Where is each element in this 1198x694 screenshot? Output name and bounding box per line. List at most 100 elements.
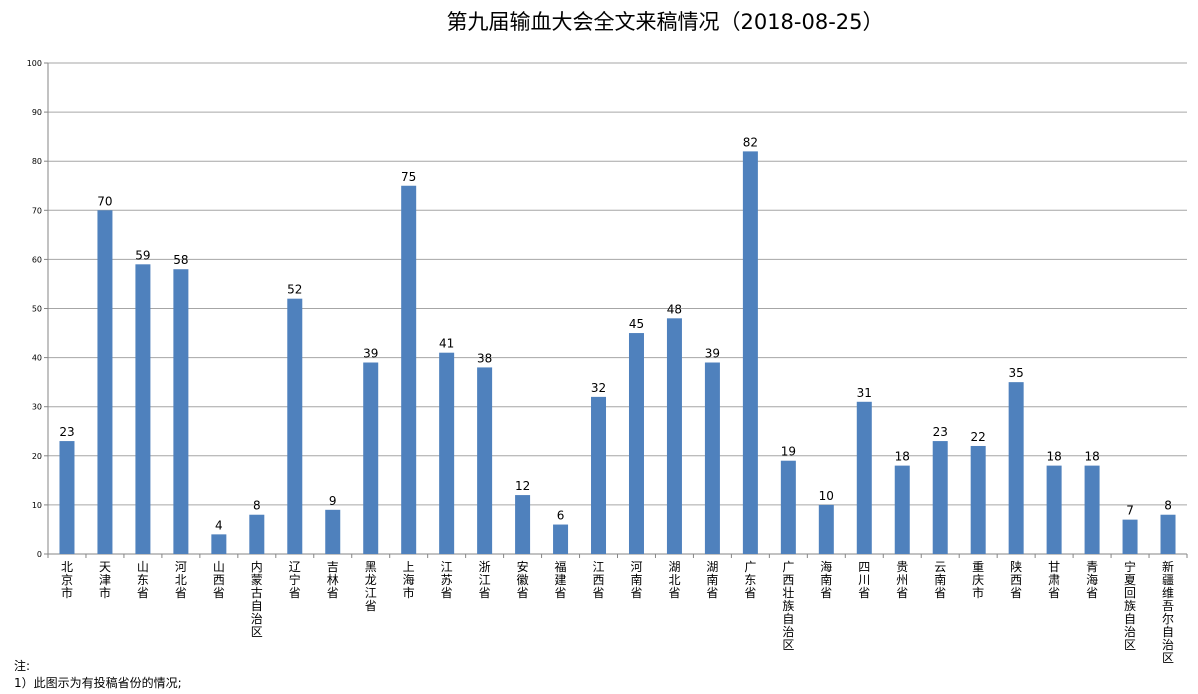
footnotes: 注: 1）此图示为有投稿省份的情况; — [14, 658, 182, 692]
data-label: 59 — [135, 248, 150, 262]
data-label: 48 — [667, 302, 682, 316]
category-label: 湖南省 — [706, 559, 718, 600]
y-tick-label: 60 — [32, 255, 42, 264]
bar — [477, 367, 493, 554]
bar — [932, 441, 948, 554]
bar — [591, 396, 607, 554]
bar — [704, 362, 720, 554]
chart-title: 第九届输血大会全文来稿情况（2018-08-25） — [446, 10, 884, 34]
data-label: 12 — [515, 479, 530, 493]
y-tick-label: 70 — [32, 206, 42, 215]
bar — [970, 445, 986, 554]
data-label: 4 — [215, 518, 223, 532]
data-label: 70 — [97, 194, 112, 208]
category-label: 湖北省 — [668, 559, 680, 600]
category-label: 重庆市 — [972, 560, 984, 600]
notes-heading: 注: — [14, 659, 31, 673]
data-label: 8 — [1164, 499, 1172, 513]
data-label: 82 — [743, 135, 758, 149]
y-tick-label: 10 — [32, 501, 42, 510]
data-label: 58 — [173, 253, 188, 267]
data-label: 52 — [287, 283, 302, 297]
category-label: 青海省 — [1086, 560, 1098, 600]
data-label: 8 — [253, 499, 261, 513]
y-tick-label: 50 — [32, 305, 42, 314]
bar — [97, 210, 113, 555]
data-label: 35 — [1009, 366, 1024, 380]
bar — [856, 401, 872, 554]
bar — [894, 465, 910, 554]
category-label: 上海市 — [403, 560, 415, 600]
bar — [1160, 514, 1176, 554]
category-label: 云南省 — [934, 560, 946, 600]
category-label: 山东省 — [137, 560, 149, 600]
y-tick-label: 20 — [32, 452, 42, 461]
bars — [59, 151, 1176, 555]
y-tick-label: 0 — [37, 550, 42, 559]
bar — [363, 362, 379, 554]
category-label: 河北省 — [175, 560, 187, 600]
bar — [666, 318, 682, 554]
category-label: 甘肃省 — [1048, 560, 1060, 600]
data-label: 39 — [705, 347, 720, 361]
bar — [249, 514, 265, 554]
bar — [211, 534, 227, 554]
bar — [742, 151, 758, 554]
axes — [44, 62, 1188, 558]
data-label: 6 — [557, 509, 565, 523]
category-label: 四川省 — [858, 560, 870, 600]
data-label: 32 — [591, 381, 606, 395]
bar — [1122, 519, 1138, 554]
bar — [1046, 465, 1062, 554]
bar — [780, 460, 796, 554]
bar — [515, 495, 531, 554]
data-label: 10 — [819, 489, 834, 503]
category-label: 贵州省 — [896, 560, 908, 600]
bar — [439, 352, 455, 554]
data-label: 23 — [933, 425, 948, 439]
category-label: 天津市 — [99, 560, 111, 600]
category-label: 辽宁省 — [289, 560, 301, 600]
category-label: 黑龙江省 — [365, 560, 377, 613]
category-label: 新疆维吾尔自治区 — [1162, 559, 1174, 665]
data-label: 31 — [857, 386, 872, 400]
data-label: 19 — [781, 445, 796, 459]
data-label: 38 — [477, 351, 492, 365]
category-label: 广西壮族自治区 — [782, 560, 794, 652]
category-label: 陕西省 — [1010, 559, 1022, 600]
data-label: 9 — [329, 494, 337, 508]
data-label: 45 — [629, 317, 644, 331]
bar — [553, 524, 569, 554]
category-label: 山西省 — [213, 560, 225, 600]
category-label: 安徽省 — [517, 559, 529, 600]
gridlines — [48, 62, 1187, 506]
data-label: 22 — [971, 430, 986, 444]
bar — [173, 269, 189, 554]
data-label: 18 — [1084, 450, 1099, 464]
category-label: 海南省 — [820, 559, 832, 600]
category-label: 广东省 — [744, 560, 756, 600]
data-label: 18 — [895, 450, 910, 464]
bar — [1084, 465, 1100, 554]
data-label: 41 — [439, 337, 454, 351]
bar — [1008, 382, 1024, 554]
y-tick-label: 40 — [32, 354, 42, 363]
category-label: 宁夏回族自治区 — [1124, 559, 1136, 652]
category-label: 吉林省 — [327, 560, 339, 600]
bar — [135, 264, 151, 554]
bar — [325, 509, 341, 554]
bar — [818, 504, 834, 554]
bar — [59, 441, 75, 554]
y-tick-label: 90 — [32, 108, 42, 117]
y-tick-label: 30 — [32, 403, 42, 412]
data-label: 7 — [1126, 504, 1134, 518]
y-tick-label: 80 — [32, 157, 42, 166]
data-label: 18 — [1046, 450, 1061, 464]
category-label: 北京市 — [61, 560, 73, 600]
category-label: 河南省 — [630, 560, 642, 600]
bar — [628, 333, 644, 554]
category-label: 浙江省 — [479, 560, 491, 600]
bar — [287, 298, 303, 554]
category-label: 内蒙古自治区 — [251, 560, 263, 639]
